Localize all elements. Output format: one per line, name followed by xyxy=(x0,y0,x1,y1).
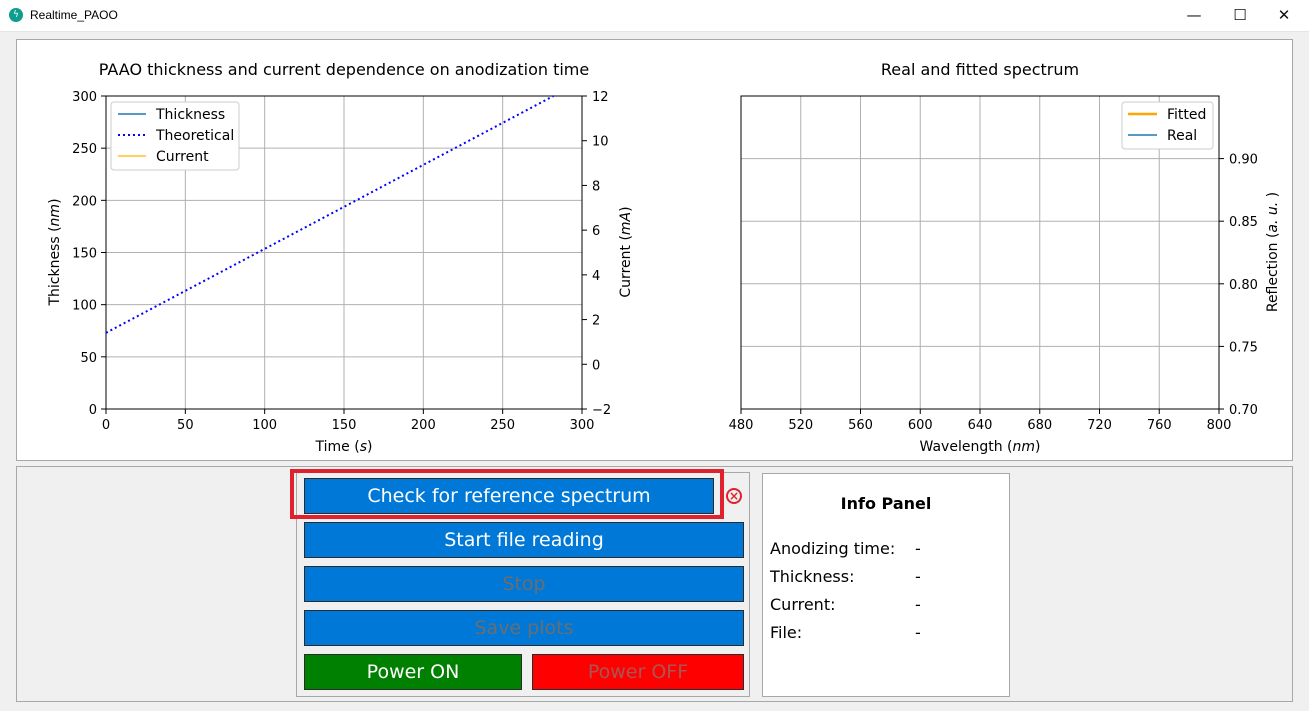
check-reference-button[interactable]: Check for reference spectrum xyxy=(304,478,714,514)
window-title: Realtime_PAOO xyxy=(30,8,118,22)
plot-area xyxy=(16,39,1293,461)
current-value: - xyxy=(915,595,921,614)
save-plots-button[interactable]: Save plots xyxy=(304,610,744,646)
close-circle-icon: × xyxy=(726,488,742,504)
stop-button[interactable]: Stop xyxy=(304,566,744,602)
close-button[interactable]: ✕ xyxy=(1277,6,1291,24)
thickness-label: Thickness: xyxy=(770,567,855,586)
file-label: File: xyxy=(770,623,803,642)
title-bar: ϟ Realtime_PAOO — ☐ ✕ xyxy=(0,0,1309,32)
start-file-reading-button[interactable]: Start file reading xyxy=(304,522,744,558)
info-panel-title: Info Panel xyxy=(840,494,932,513)
maximize-button[interactable]: ☐ xyxy=(1233,6,1247,24)
power-off-button[interactable]: Power OFF xyxy=(532,654,744,690)
highlight-box xyxy=(290,469,724,519)
current-label: Current: xyxy=(770,595,836,614)
file-value: - xyxy=(915,623,921,642)
anodizing-time-label: Anodizing time: xyxy=(770,539,896,558)
thickness-value: - xyxy=(915,567,921,586)
minimize-button[interactable]: — xyxy=(1186,6,1202,24)
info-panel: Info Panel Anodizing time: - Thickness: … xyxy=(762,473,1010,697)
power-on-button[interactable]: Power ON xyxy=(304,654,522,690)
anodizing-time-value: - xyxy=(915,539,921,558)
app-icon: ϟ xyxy=(9,8,23,22)
